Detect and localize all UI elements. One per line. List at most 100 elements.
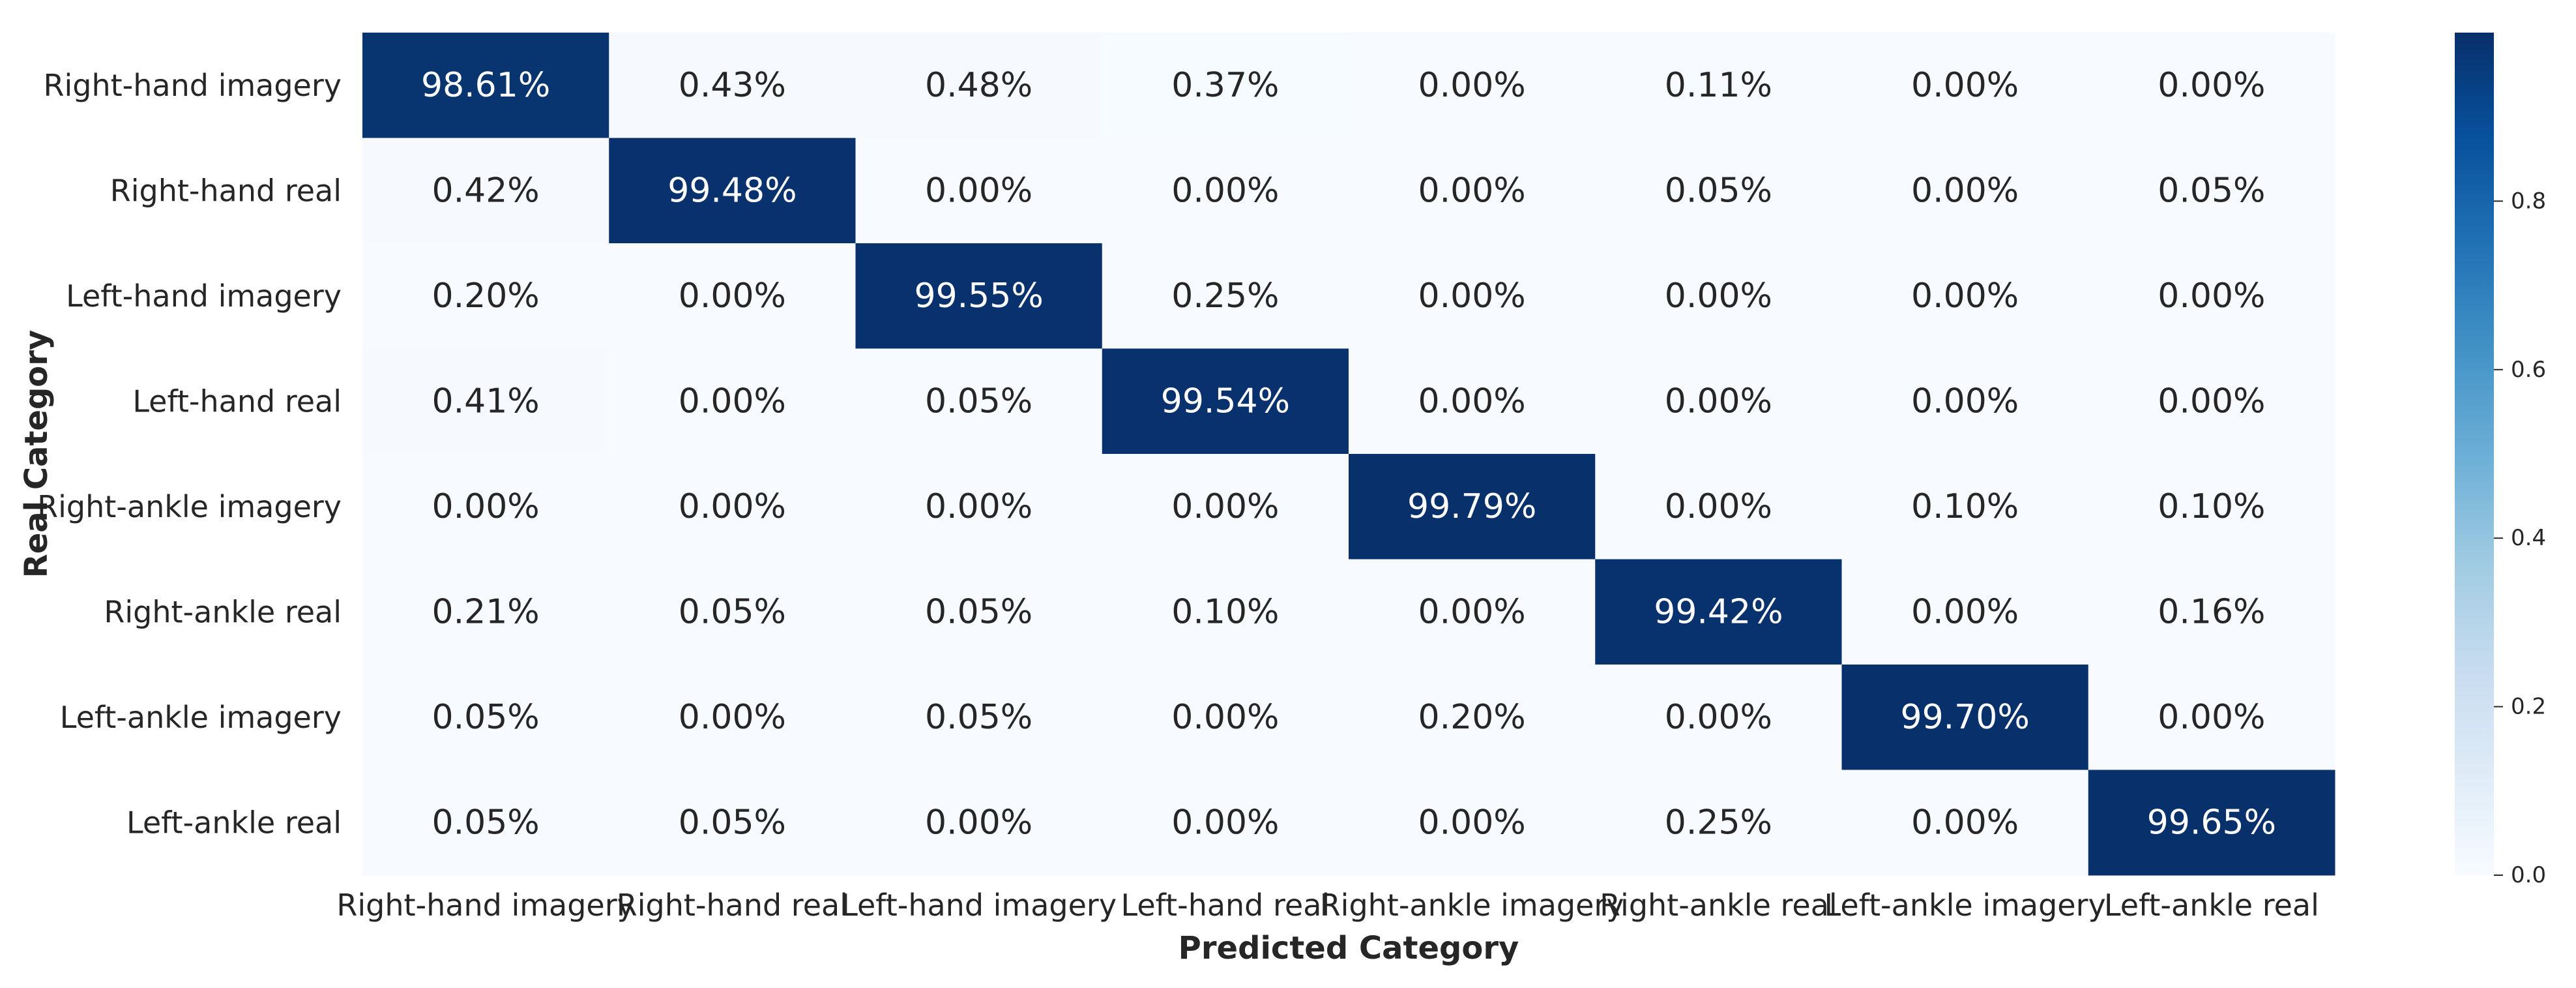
cell-annotation: 0.05% [925, 382, 1032, 421]
y-axis-tick-labels: Right-hand imagery Right-hand real Left-ha… [37, 68, 342, 841]
heatmap-cell [609, 454, 856, 560]
cell-annotation: 0.05% [432, 698, 540, 737]
cell-annotation: 0.11% [1665, 66, 1772, 105]
heatmap-cell [2088, 665, 2335, 770]
cell-annotation: 0.05% [679, 803, 786, 842]
heatmap-cell [362, 770, 609, 876]
cell-annotation: 0.05% [1665, 171, 1772, 210]
heatmap-cell [362, 243, 609, 349]
heatmap-cell [609, 665, 856, 770]
cell-annotation: 0.00% [679, 487, 786, 526]
y-tick-label: Left-ankle imagery [60, 700, 342, 735]
heatmap-cell [1595, 770, 1842, 876]
heatmap-cell [609, 348, 856, 455]
cell-annotation: 99.79% [1407, 487, 1536, 526]
y-tick-label: Left-ankle real [126, 805, 342, 840]
y-tick-label: Left-hand imagery [66, 278, 342, 314]
cell-annotation: 0.05% [925, 592, 1032, 631]
cell-annotation: 0.10% [1171, 592, 1279, 631]
heatmap-cell [1841, 243, 2089, 349]
colorbar: 0.0 0.2 0.4 0.6 0.8 [2455, 33, 2546, 888]
cell-annotation: 99.42% [1654, 592, 1783, 631]
heatmap-cell [1841, 559, 2089, 665]
heatmap-cell [609, 770, 856, 876]
cell-annotation: 0.43% [679, 66, 786, 105]
heatmap-cell [1595, 665, 1842, 770]
cell-annotation: 0.00% [1665, 277, 1772, 316]
y-tick-label: Right-hand imagery [44, 68, 342, 103]
heatmap-cell [1349, 33, 1596, 138]
y-axis-title: Real Category [18, 330, 55, 578]
heatmap-cells [362, 33, 2335, 876]
cell-annotation: 0.00% [1418, 803, 1526, 842]
heatmap-cell [609, 243, 856, 349]
heatmap-cell [1349, 348, 1596, 455]
heatmap-cell [855, 559, 1103, 665]
heatmap-cell [1841, 33, 2089, 138]
cell-annotation: 0.00% [1418, 277, 1526, 316]
cell-annotation: 0.00% [2158, 698, 2265, 737]
x-axis-title: Predicted Category [1178, 930, 1519, 966]
heatmap-cell [1841, 348, 2089, 455]
x-tick-label: Left-hand imagery [841, 888, 1117, 923]
cell-annotation: 0.00% [2158, 382, 2265, 421]
cell-annotation: 99.48% [667, 171, 797, 210]
heatmap-cell [2088, 559, 2335, 665]
heatmap-annotations: 98.61% 0.43% 0.48% 0.37% 0.00% 0.11% 0.00% 0.00… [421, 66, 2276, 843]
x-tick-label: Right-ankle imagery [1320, 888, 1624, 923]
cell-annotation: 0.00% [432, 487, 540, 526]
x-tick-label: Right-hand imagery [336, 888, 634, 923]
cell-annotation: 0.10% [2158, 487, 2265, 526]
cell-annotation: 99.70% [1900, 698, 2029, 737]
cell-annotation: 99.65% [2147, 803, 2276, 842]
heatmap-cell [855, 138, 1103, 244]
cell-annotation: 0.05% [432, 803, 540, 842]
heatmap-cell [1595, 454, 1842, 560]
cell-annotation: 0.00% [679, 382, 786, 421]
y-tick-label: Left-hand real [132, 383, 342, 419]
heatmap-cell [1102, 243, 1349, 349]
cell-annotation: 0.21% [432, 592, 540, 631]
heatmap-cell [1595, 559, 1842, 665]
heatmap-cell [1841, 665, 2089, 770]
heatmap-cell [362, 559, 609, 665]
heatmap-cell [855, 454, 1103, 560]
heatmap-cell [1595, 243, 1842, 349]
heatmap-cell [1102, 559, 1349, 665]
cell-annotation: 0.10% [1911, 487, 2019, 526]
heatmap-cell [362, 33, 609, 138]
y-tick-label: Right-ankle real [104, 594, 342, 629]
cell-annotation: 0.16% [2158, 592, 2265, 631]
cell-annotation: 0.00% [1171, 803, 1279, 842]
cell-annotation: 0.37% [1171, 66, 1279, 105]
x-tick-label: Left-ankle imagery [1824, 888, 2106, 923]
y-tick-label: Right-ankle imagery [37, 489, 342, 524]
heatmap-cell [1102, 138, 1349, 244]
cell-annotation: 0.00% [2158, 277, 2265, 316]
heatmap-cell [362, 665, 609, 770]
cell-annotation: 0.25% [1171, 277, 1279, 316]
cell-annotation: 98.61% [421, 66, 550, 105]
cell-annotation: 0.20% [432, 277, 540, 316]
cell-annotation: 0.00% [2158, 66, 2265, 105]
x-tick-label: Right-hand real [617, 888, 848, 923]
cell-annotation: 0.00% [1911, 382, 2019, 421]
colorbar-tick-label: 0.6 [2511, 357, 2546, 383]
heatmap-cell [2088, 138, 2335, 244]
cell-annotation: 0.00% [1665, 382, 1772, 421]
cell-annotation: 0.20% [1418, 698, 1526, 737]
heatmap-cell [1102, 770, 1349, 876]
cell-annotation: 0.00% [1171, 698, 1279, 737]
heatmap-cell [855, 33, 1103, 138]
colorbar-gradient [2455, 33, 2494, 875]
heatmap-cell [609, 559, 856, 665]
cell-annotation: 0.42% [432, 171, 540, 210]
heatmap-cell [2088, 770, 2335, 876]
heatmap-cell [1349, 454, 1596, 560]
cell-annotation: 0.00% [1171, 171, 1279, 210]
heatmap-cell [855, 770, 1103, 876]
colorbar-tick-label: 0.8 [2511, 188, 2546, 214]
colorbar-ticks: 0.0 0.2 0.4 0.6 0.8 [2494, 188, 2546, 888]
cell-annotation: 0.00% [1418, 171, 1526, 210]
